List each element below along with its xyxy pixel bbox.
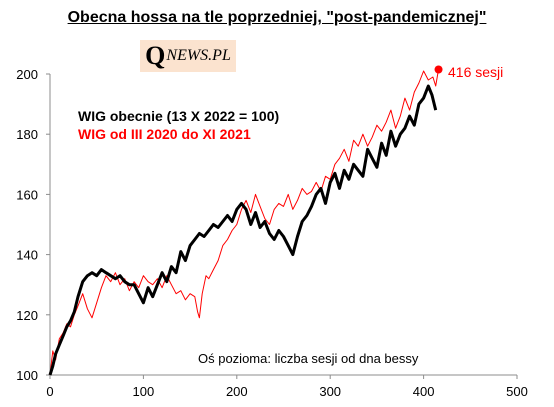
chart-series	[48, 69, 439, 376]
x-tick-label: 0	[46, 384, 53, 399]
legend-entry-red: WIG od III 2020 do XI 2021	[78, 126, 251, 142]
chart-legend: WIG obecnie (13 X 2022 = 100) WIG od III…	[78, 108, 279, 142]
end-label: 416 sesji	[448, 64, 503, 80]
y-tick-label: 180	[16, 127, 38, 142]
y-tick-label: 140	[16, 248, 38, 263]
logo-text: NEWS.PL	[166, 47, 231, 64]
chart-title: Obecna hossa na tle poprzedniej, "post-p…	[67, 9, 487, 26]
x-tick-label: 100	[133, 384, 155, 399]
end-marker-group	[434, 65, 443, 74]
y-tick-label: 120	[16, 308, 38, 323]
qnews-logo: Q NEWS.PL	[140, 40, 236, 72]
x-tick-label: 300	[319, 384, 341, 399]
x-tick-label: 200	[226, 384, 248, 399]
series-line-wig-2020	[49, 69, 439, 376]
logo-letter: Q	[145, 41, 166, 70]
x-tick-label: 400	[413, 384, 435, 399]
series-line-wig-current	[48, 84, 438, 376]
x-axis-note: Oś pozioma: liczba sesji od dna bessy	[198, 351, 419, 366]
end-point-marker	[434, 65, 443, 74]
x-tick-label: 500	[506, 384, 528, 399]
legend-entry-black: WIG obecnie (13 X 2022 = 100)	[78, 108, 279, 124]
y-tick-label: 160	[16, 187, 38, 202]
y-tick-label: 200	[16, 67, 38, 82]
y-tick-label: 100	[16, 368, 38, 383]
chart-axes: 0 100 200 300 400 500 100 120 140 160 180 200	[16, 67, 528, 399]
